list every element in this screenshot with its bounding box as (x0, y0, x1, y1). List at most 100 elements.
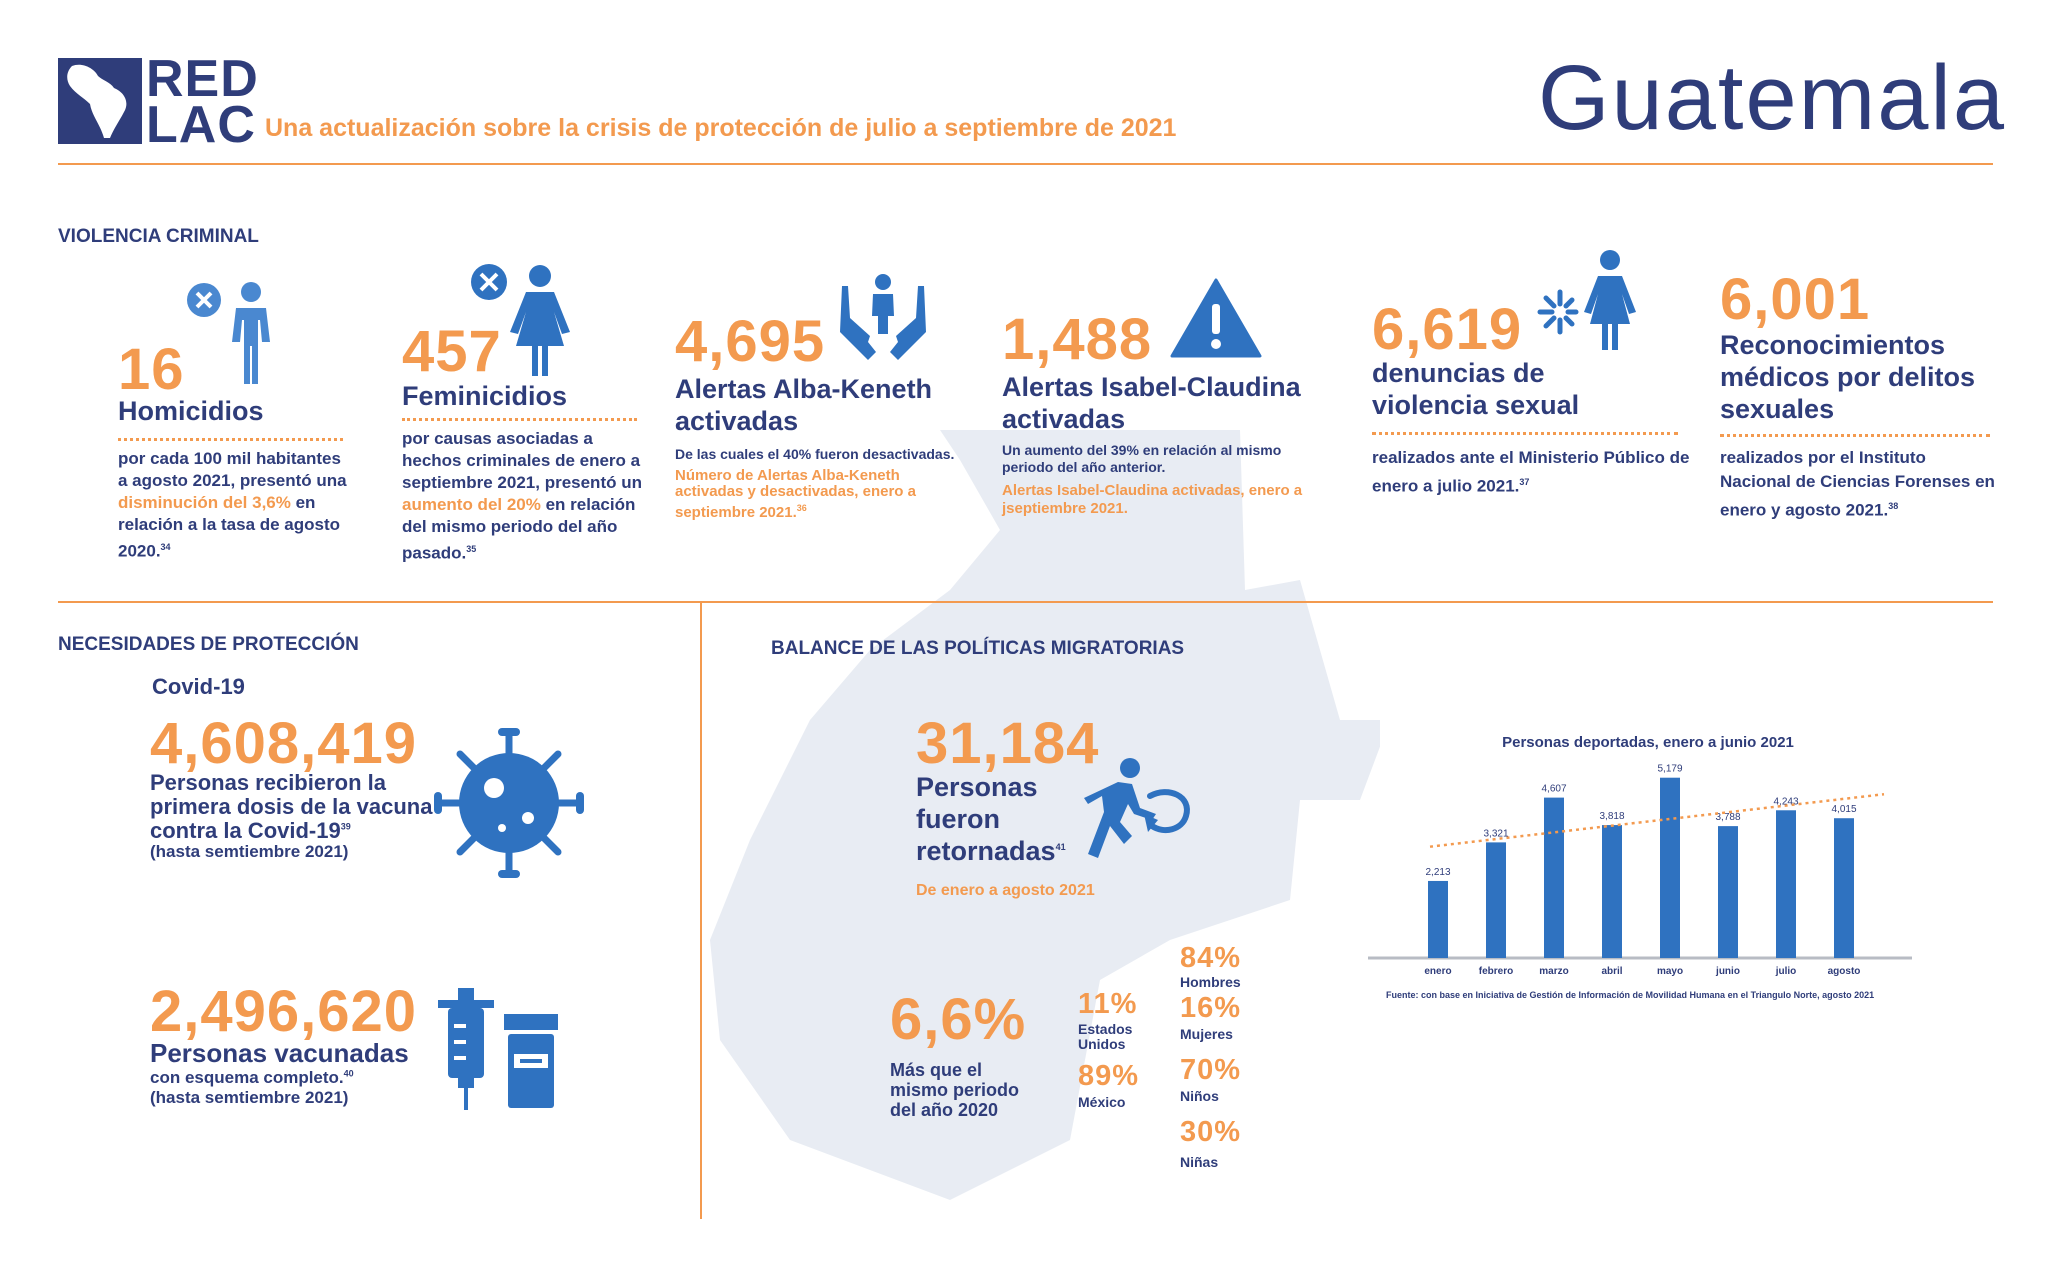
group-hombres-value: 84% (1180, 942, 1242, 974)
stat-alba-desc: De las cuales el 40% fueron desactivadas… (675, 446, 955, 462)
stat-alba-label-2: activadas (675, 406, 799, 436)
chart-category-label: enero (1424, 966, 1451, 977)
stat-feminicidios-value: 457 (402, 319, 502, 384)
stat-reconocimientos-desc: realizados por el Instituto Nacional de … (1720, 448, 1995, 520)
returned-line-3: retornadas41 (916, 836, 1066, 866)
first-dose-line-3: contra la Covid-1939 (150, 818, 351, 843)
stat-alba-label-1: Alertas Alba-Keneth (675, 374, 933, 404)
man-x-icon (187, 282, 270, 384)
virus-icon (434, 728, 584, 878)
chart-bar (1544, 797, 1564, 958)
pct-line-1: Más que el (890, 1060, 983, 1080)
chart-bar (1776, 810, 1796, 958)
stat-reconocimientos-label-1: Reconocimientos (1720, 330, 1946, 360)
vial-icon (504, 1014, 558, 1108)
stat-feminicidios-desc: por causas asociadas a hechos criminales… (402, 429, 642, 563)
woman-burst-icon (1537, 250, 1636, 350)
chart-category-label: abril (1601, 966, 1622, 977)
returning-person-icon (1084, 758, 1190, 858)
section-title-violencia: VIOLENCIA CRIMINAL (58, 226, 259, 247)
chart-category-label: agosto (1828, 966, 1861, 977)
section-divider (58, 601, 1993, 603)
stat-reconocimientos-label-3: sexuales (1720, 394, 1835, 424)
full-scheme-value: 2,496,620 (150, 979, 418, 1044)
chart-bar (1718, 826, 1738, 958)
chart-data-label: 3,321 (1483, 828, 1508, 839)
guatemala-map (710, 430, 1380, 1200)
chart-data-label: 4,243 (1773, 796, 1798, 807)
stat-feminicidios-label: Feminicidios (402, 381, 568, 411)
logo-text-bottom: LAC (146, 96, 256, 154)
group-mujeres-value: 16% (1180, 992, 1242, 1024)
pct-line-2: mismo periodo (890, 1080, 1020, 1100)
country-us-label-2: Unidos (1078, 1036, 1126, 1052)
first-dose-line-2: primera dosis de la vacuna (150, 794, 433, 819)
country-title: Guatemala (1538, 47, 2007, 149)
first-dose-line-1: Personas recibieron la (150, 770, 386, 795)
chart-category-label: julio (1775, 966, 1797, 977)
stat-alba-desc-orange: Número de Alertas Alba-Keneth activadas … (675, 467, 916, 521)
stat-isabel-desc-orange: Alertas Isabel-Claudina activadas, enero… (1002, 482, 1303, 517)
chart-category-label: mayo (1657, 966, 1683, 977)
first-dose-value: 4,608,419 (150, 711, 418, 776)
chart-bar (1486, 842, 1506, 958)
stat-sexual-value: 6,619 (1372, 297, 1523, 362)
stat-sexual-label-2: violencia sexual (1372, 390, 1580, 420)
country-mx-label: México (1078, 1094, 1126, 1110)
stat-isabel-label-2: activadas (1002, 404, 1126, 434)
country-mx-value: 89% (1078, 1060, 1140, 1092)
returned-line-2: fueron (916, 804, 1000, 834)
returned-line-1: Personas (916, 772, 1038, 802)
first-dose-line-4: (hasta semtiembre 2021) (150, 842, 349, 861)
syringe-icon (438, 988, 494, 1110)
chart-data-label: 2,213 (1425, 867, 1450, 878)
returned-period: De enero a agosto 2021 (916, 882, 1095, 899)
full-scheme-line-3: (hasta semtiembre 2021) (150, 1088, 349, 1107)
section-title-migratorias: BALANCE DE LAS POLÍTICAS MIGRATORIAS (771, 638, 1185, 659)
country-us-value: 11% (1078, 988, 1138, 1020)
pct-line-3: del año 2020 (890, 1100, 999, 1120)
chart-bar (1660, 777, 1680, 958)
chart-data-label: 3,818 (1599, 811, 1624, 822)
chart-data-label: 4,015 (1831, 804, 1856, 815)
stat-reconocimientos-value: 6,001 (1720, 267, 1871, 332)
group-ninas-label: Niñas (1180, 1154, 1219, 1170)
chart-bar (1834, 818, 1854, 958)
group-ninos-value: 70% (1180, 1054, 1242, 1086)
header-divider (58, 163, 1993, 165)
stat-feminicidios-divider (402, 418, 637, 421)
full-scheme-line-1: Personas vacunadas (150, 1038, 409, 1068)
chart-trendline (1429, 792, 1885, 848)
stat-sexual-label-1: denuncias de (1372, 358, 1545, 388)
country-us-label-1: Estados (1078, 1021, 1133, 1037)
page-subtitle: Una actualización sobre la crisis de pro… (265, 114, 1177, 142)
chart-category-label: febrero (1479, 966, 1513, 977)
chart-source: Fuente: con base en Iniciativa de Gestió… (1386, 990, 1875, 1000)
stat-reconocimientos-label-2: médicos por delitos (1720, 362, 1976, 392)
chart-bar (1428, 880, 1448, 958)
column-divider (700, 601, 702, 1219)
stat-alba-value: 4,695 (675, 309, 826, 374)
logo-text-top: RED (146, 50, 259, 108)
pct-value: 6,6% (890, 987, 1027, 1052)
stat-isabel-desc: Un aumento del 39% en relación al mismo … (1002, 442, 1282, 475)
returned-value: 31,184 (916, 711, 1100, 776)
child-hands-icon (840, 274, 926, 360)
americas-map-icon (58, 58, 142, 144)
chart-title: Personas deportadas, enero a junio 2021 (1502, 734, 1794, 751)
group-ninos-label: Niños (1180, 1088, 1219, 1104)
chart-data-label: 5,179 (1657, 764, 1682, 775)
stat-homicidios-divider (118, 438, 343, 441)
chart-category-label: junio (1715, 966, 1740, 977)
chart-data-label: 3,788 (1715, 812, 1740, 823)
deportations-bar-chart: 2,213 enero 3,321 febrero 4,607 marzo 3,818 abr… (1368, 764, 1912, 977)
warning-icon (1170, 278, 1262, 358)
chart-bar (1602, 825, 1622, 958)
stat-sexual-divider (1372, 432, 1678, 435)
covid-label: Covid-19 (152, 674, 245, 699)
stat-reconocimientos-divider (1720, 434, 1990, 437)
chart-data-label: 4,607 (1541, 784, 1566, 795)
stat-isabel-value: 1,488 (1002, 307, 1153, 372)
chart-category-label: marzo (1539, 966, 1568, 977)
stat-isabel-label-1: Alertas Isabel-Claudina (1002, 372, 1301, 402)
